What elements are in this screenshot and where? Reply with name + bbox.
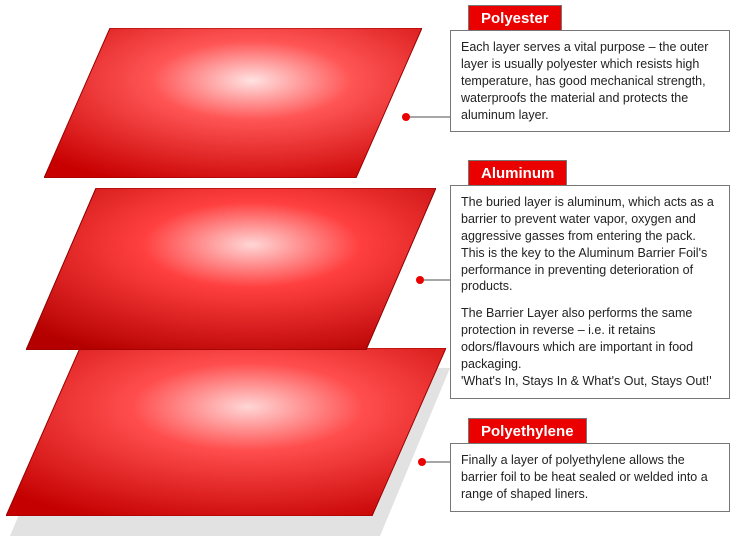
layer-title: Polyethylene [481,423,574,440]
layer-label-polyester: Polyester [468,5,562,32]
layer-desc-text: The buried layer is aluminum, which acts… [461,194,719,295]
leader-dot-aluminum [416,276,424,284]
layer-desc-aluminum: The buried layer is aluminum, which acts… [450,185,730,399]
layer-sheet-polyester [44,28,422,178]
layer-sheet-aluminum [26,188,436,350]
layer-sheet-polyethylene [6,348,446,516]
layer-title: Polyester [481,10,549,27]
layer-label-polyethylene: Polyethylene [468,418,587,445]
leader-dot-polyethylene [418,458,426,466]
layer-desc-text2: The Barrier Layer also performs the same… [461,305,719,389]
layer-desc-text: Each layer serves a vital purpose – the … [461,39,719,123]
layer-desc-text: Finally a layer of polyethylene allows t… [461,452,719,503]
layer-label-aluminum: Aluminum [468,160,567,187]
layer-desc-polyester: Each layer serves a vital purpose – the … [450,30,730,132]
layer-title: Aluminum [481,165,554,182]
layer-desc-polyethylene: Finally a layer of polyethylene allows t… [450,443,730,512]
leader-dot-polyester [402,113,410,121]
